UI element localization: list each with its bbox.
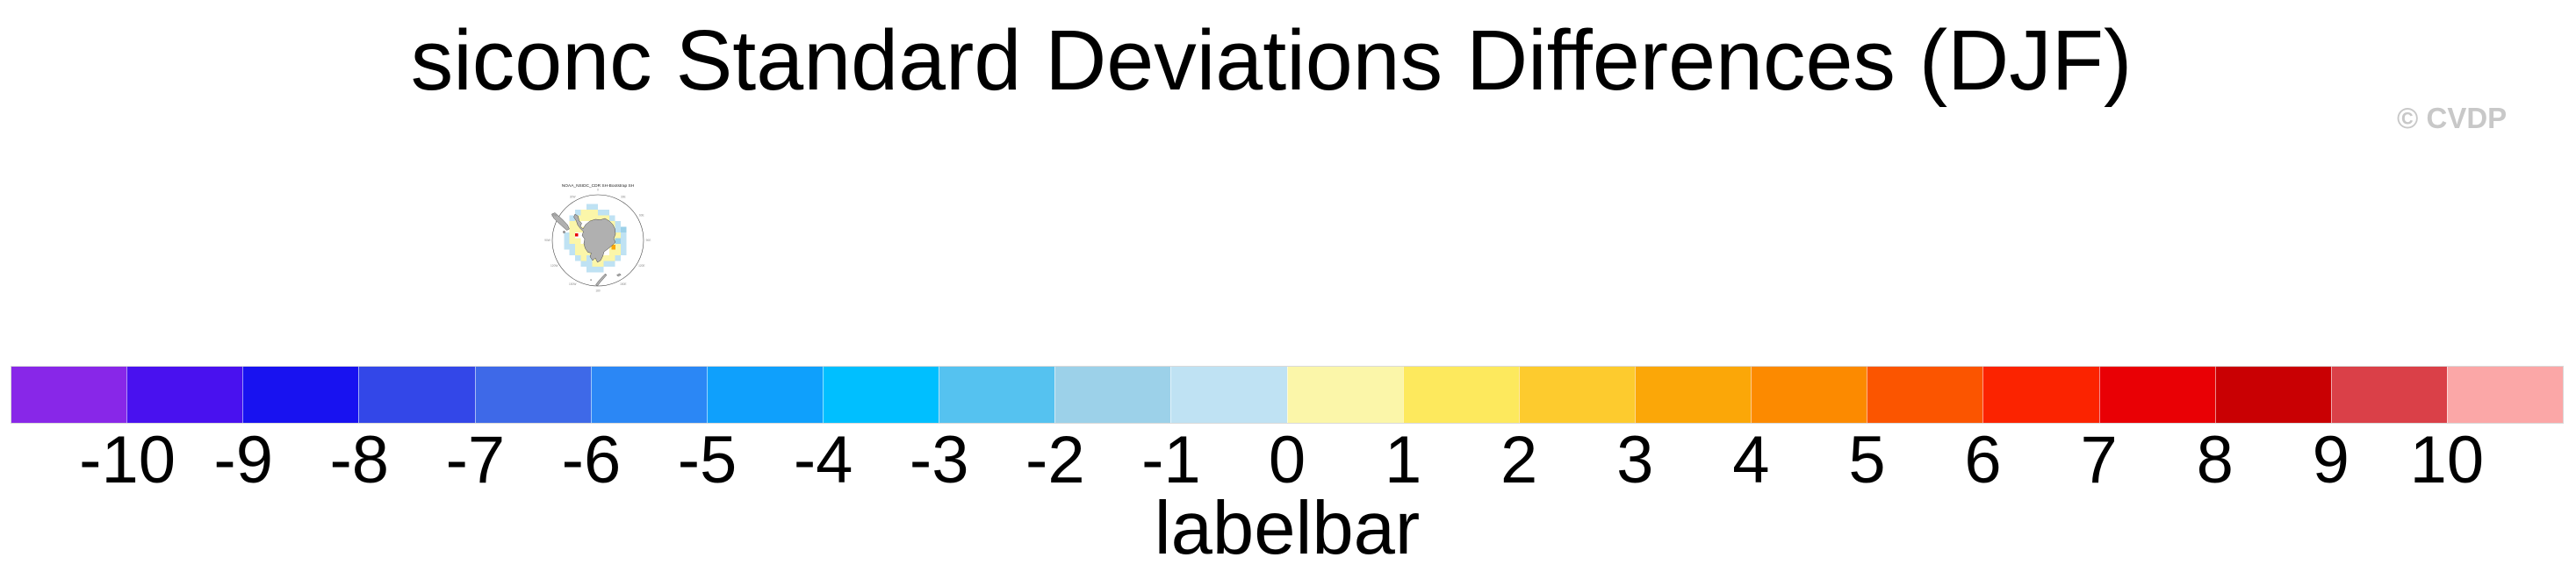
- colorbar-cell: [1170, 367, 1287, 423]
- map-longitude-label: 150W: [569, 282, 576, 286]
- colorbar-cell: [474, 367, 591, 423]
- colorbar-tick: -6: [561, 423, 622, 497]
- colorbar-cell: [2214, 367, 2331, 423]
- colorbar-tick: 3: [1616, 423, 1654, 497]
- map-longitude-label: 180: [595, 289, 601, 293]
- colorbar-cell: [590, 367, 707, 423]
- page-title: siconc Standard Deviations Differences (…: [410, 12, 2133, 108]
- negative-extreme-cell: [575, 233, 579, 237]
- map-longitude-label: 150E: [620, 282, 626, 286]
- positive-extreme-cell: [611, 245, 615, 250]
- colorbar-cell: [242, 367, 359, 423]
- colorbar-tick: -2: [1025, 423, 1085, 497]
- colorbar-cell: [1982, 367, 2099, 423]
- colorbar-ticks: -10 -9 -8 -7 -6 -5 -4 -3 -2 -1 0 1 2 3 4 5 6 7 8 9 10: [11, 427, 2563, 497]
- colorbar-cell: [11, 367, 127, 423]
- colorbar-tick: -1: [1141, 423, 1201, 497]
- colorbar-cell: [358, 367, 475, 423]
- colorbar-tick: -3: [909, 423, 969, 497]
- colorbar-cell: [126, 367, 243, 423]
- colorbar-tick: 4: [1732, 423, 1770, 497]
- colorbar-tick: -10: [79, 423, 176, 497]
- map-longitude-label: 90W: [544, 239, 550, 242]
- colorbar-tick: -9: [213, 423, 273, 497]
- colorbar-tick: 7: [2080, 423, 2118, 497]
- colorbar-tick: 9: [2312, 423, 2349, 497]
- map-longitude-label: 0: [597, 189, 599, 192]
- antarctica-landmass: [573, 213, 616, 263]
- colorbar-cell: [939, 367, 1055, 423]
- colorbar-tick: 0: [1268, 423, 1306, 497]
- south-america-tip: [551, 212, 570, 233]
- colorbar-tick: -8: [329, 423, 390, 497]
- colorbar-cell: [2446, 367, 2564, 423]
- colorbar-cell: [1286, 367, 1403, 423]
- colorbar-tick: -7: [445, 423, 506, 497]
- colorbar-cell: [1054, 367, 1171, 423]
- map-longitude-label: 60E: [639, 213, 644, 217]
- map-panel-title: NOAA_NSIDC_CDR SH-Bootstrap SH: [562, 183, 635, 189]
- map-longitude-label: 30E: [621, 195, 626, 198]
- map-longitude-label: 90E: [646, 239, 651, 242]
- colorbar-tick: -4: [793, 423, 853, 497]
- colorbar-tick: 10: [2409, 423, 2485, 497]
- colorbar-cell: [706, 367, 823, 423]
- colorbar-cell: [1867, 367, 1983, 423]
- colorbar-tick: -5: [677, 423, 738, 497]
- map-longitude-label: 30W: [570, 195, 576, 198]
- colorbar-cell: [1751, 367, 1867, 423]
- colorbar-cell: [2330, 367, 2447, 423]
- map-longitude-label: 60W: [551, 213, 558, 217]
- cvdp-watermark: © CVDP: [2397, 102, 2508, 134]
- colorbar-cell: [1402, 367, 1519, 423]
- colorbar-cell: [2098, 367, 2215, 423]
- colorbar-cell: [822, 367, 939, 423]
- colorbar-tick: 2: [1500, 423, 1538, 497]
- colorbar: [11, 366, 2564, 424]
- colorbar-cell: [1634, 367, 1752, 423]
- colorbar-cell: [1518, 367, 1635, 423]
- colorbar-tick: 8: [2196, 423, 2234, 497]
- map-longitude-labels: 0 30E 60E 90E 120E 150E 180 150W 120W 90W 60W 30W: [544, 189, 651, 293]
- colorbar-tick: 1: [1384, 423, 1422, 497]
- new-zealand-islands: [590, 273, 622, 287]
- map-longitude-label: 120W: [550, 264, 558, 268]
- polar-map-panel: NOAA_NSIDC_CDR SH-Bootstrap SH 0 30E 60E 90…: [544, 183, 651, 293]
- colorbar-tick: 5: [1848, 423, 1886, 497]
- colorbar-title: labelbar: [1154, 487, 1421, 570]
- map-longitude-label: 120E: [638, 264, 644, 268]
- colorbar-tick: 6: [1964, 423, 2002, 497]
